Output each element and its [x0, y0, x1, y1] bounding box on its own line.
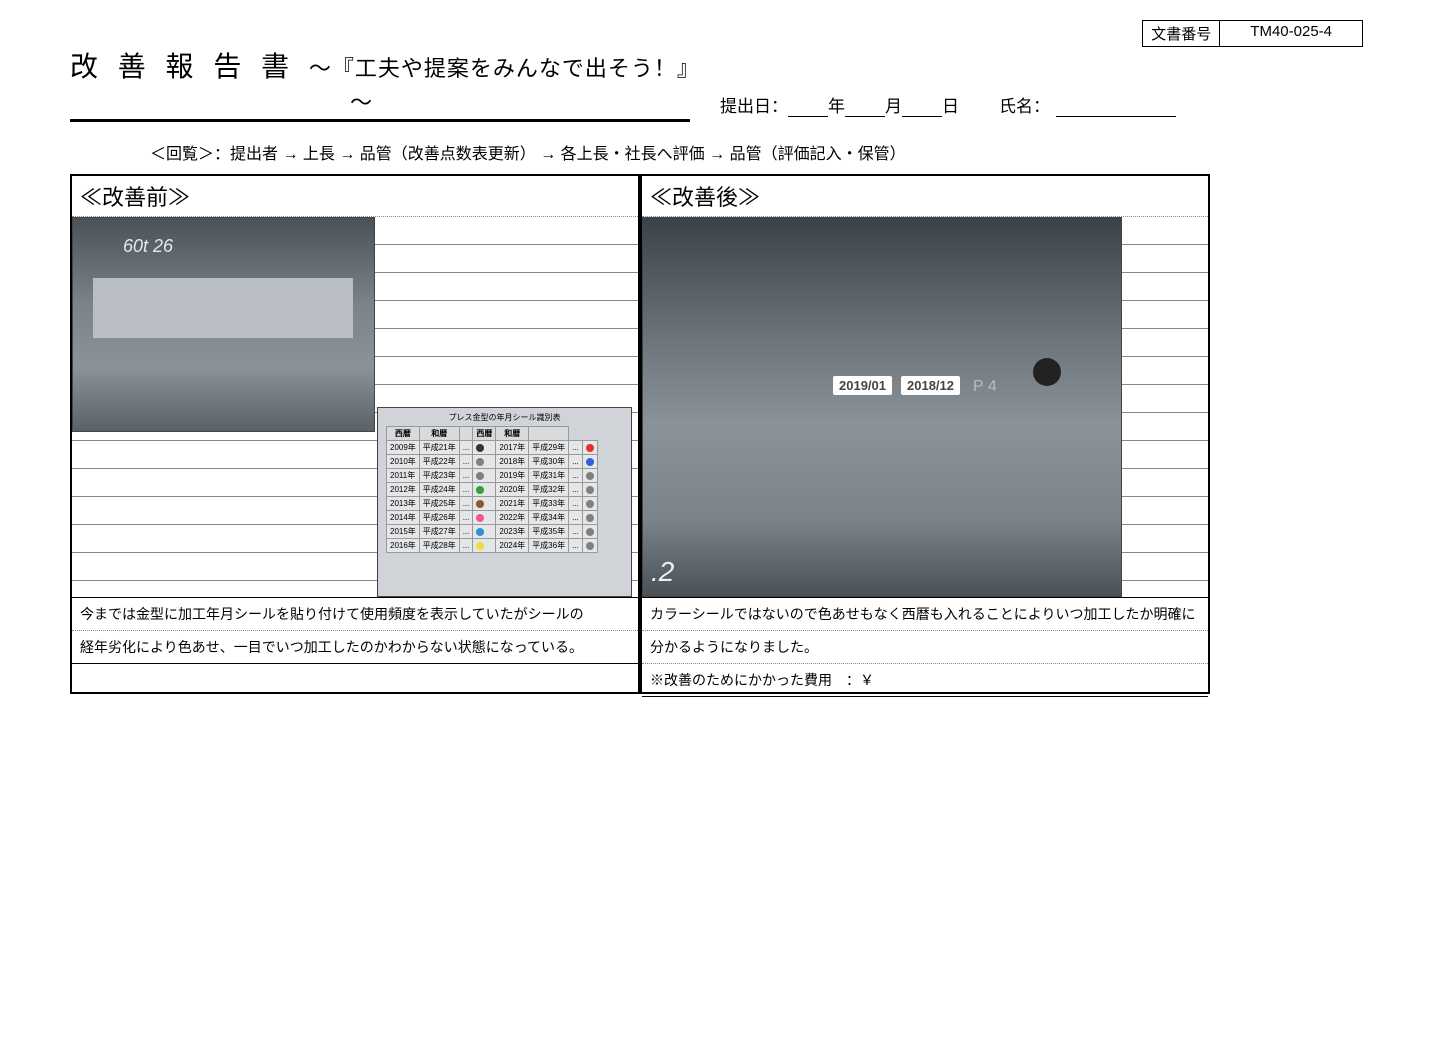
- before-desc-1: 今までは金型に加工年月シールを貼り付けて使用頻度を表示していたがシールの: [72, 598, 638, 631]
- after-title: ≪改善後≫: [642, 176, 1208, 217]
- date-sticker: 2018/12: [901, 376, 960, 395]
- title-underline: [70, 119, 690, 122]
- doc-number-label: 文書番号: [1143, 21, 1220, 46]
- color-dots: 4 12 23: [103, 298, 175, 318]
- before-photo-2: プレス金型の年月シール識別表 西暦和暦西暦和暦2009年平成21年...2017…: [377, 407, 632, 597]
- day-field[interactable]: [902, 92, 942, 117]
- month-field[interactable]: [845, 92, 885, 117]
- doc-number-box: 文書番号 TM40-025-4: [1142, 20, 1363, 47]
- year-label: 年: [828, 92, 845, 117]
- doc-number-value: TM40-025-4: [1220, 21, 1362, 46]
- before-title: ≪改善前≫: [72, 176, 638, 217]
- color-dot: 12: [129, 298, 149, 318]
- submit-date-label: 提出日：: [720, 92, 788, 117]
- bolt-hole: [1033, 358, 1061, 386]
- day-label: 日: [942, 92, 959, 117]
- after-desc-2: 分かるようになりました。: [642, 631, 1208, 664]
- before-photo-1: 60t 26 4 12 23: [72, 217, 375, 432]
- title-main: 改 善 報 告 書: [70, 51, 295, 82]
- name-label: 氏名：: [999, 92, 1050, 117]
- color-dot: 23: [155, 298, 175, 318]
- circulation-text: ＜回覧＞：提出者 → 上長 → 品管（改善点数表更新） → 各上長・社長へ評価 …: [150, 140, 1373, 164]
- etch-text: P 4: [973, 378, 997, 396]
- before-panel: ≪改善前≫ 60t 26 4 12 23 プレス金型の年月シール識別表 西暦和暦西暦…: [70, 174, 640, 694]
- year-color-chart: 西暦和暦西暦和暦2009年平成21年...2017年平成29年...2010年平…: [386, 426, 598, 553]
- before-desc-2: 経年劣化により色あせ、一目でいつ加工したのかわからない状態になっている。: [72, 631, 638, 664]
- after-photo-area: 2019/01 2018/12 P 4 .2: [642, 217, 1208, 597]
- after-desc: カラーシールではないので色あせもなく西暦も入れることによりいつ加工したか明確に …: [642, 597, 1208, 697]
- title-sub: ～『工夫や提案をみんなで出そう！』: [309, 56, 700, 81]
- before-photo-area: 60t 26 4 12 23 プレス金型の年月シール識別表 西暦和暦西暦和暦2009…: [72, 217, 638, 597]
- after-desc-3: ※改善のためにかかった費用 ：￥: [642, 664, 1208, 697]
- corner-mark: .2: [651, 556, 674, 588]
- after-photo: 2019/01 2018/12 P 4 .2: [642, 217, 1122, 597]
- meta-row: 提出日： 年 月 日 氏名：: [720, 92, 1363, 117]
- panels: ≪改善前≫ 60t 26 4 12 23 プレス金型の年月シール識別表 西暦和暦西暦…: [70, 174, 1373, 694]
- name-field[interactable]: [1056, 92, 1176, 117]
- chart-title: プレス金型の年月シール識別表: [378, 412, 631, 423]
- month-label: 月: [885, 92, 902, 117]
- year-field[interactable]: [788, 92, 828, 117]
- handwriting: 60t 26: [123, 236, 173, 257]
- before-desc: 今までは金型に加工年月シールを貼り付けて使用頻度を表示していたがシールの 経年劣…: [72, 597, 638, 664]
- after-desc-1: カラーシールではないので色あせもなく西暦も入れることによりいつ加工したか明確に: [642, 598, 1208, 631]
- page-title: 改 善 報 告 書 ～『工夫や提案をみんなで出そう！』: [70, 45, 1373, 85]
- color-dot: 4: [103, 298, 123, 318]
- date-sticker: 2019/01: [833, 376, 892, 395]
- after-panel: ≪改善後≫ 2019/01 2018/12 P 4 .2 カラーシールではないので…: [640, 174, 1210, 694]
